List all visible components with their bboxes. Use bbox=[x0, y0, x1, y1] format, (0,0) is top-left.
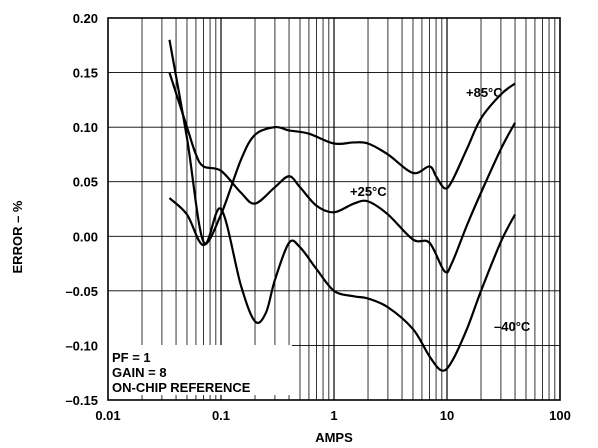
x-axis-title: AMPS bbox=[315, 430, 353, 445]
y-tick-label: –0.15 bbox=[65, 393, 98, 408]
annotation-gain: GAIN = 8 bbox=[112, 365, 167, 380]
x-tick-label: 0.01 bbox=[95, 408, 120, 423]
annotation-pf: PF = 1 bbox=[112, 350, 151, 365]
y-tick-label: 0.10 bbox=[73, 120, 98, 135]
y-tick-label: 0.00 bbox=[73, 229, 98, 244]
x-tick-label: 0.1 bbox=[212, 408, 230, 423]
x-tick-label: 1 bbox=[330, 408, 337, 423]
y-tick-label: –0.05 bbox=[65, 284, 98, 299]
y-tick-label: 0.20 bbox=[73, 11, 98, 26]
series-label-25c: +25°C bbox=[350, 184, 387, 199]
x-tick-label: 100 bbox=[549, 408, 571, 423]
y-tick-label: 0.15 bbox=[73, 66, 98, 81]
y-axis-title: ERROR – % bbox=[10, 200, 25, 273]
y-tick-label: –0.10 bbox=[65, 338, 98, 353]
y-tick-label: 0.05 bbox=[73, 175, 98, 190]
annotation-reference: ON-CHIP REFERENCE bbox=[112, 380, 251, 395]
series-label-minus40c: –40°C bbox=[494, 319, 531, 334]
x-tick-label: 10 bbox=[440, 408, 454, 423]
series-label-85c: +85°C bbox=[466, 85, 503, 100]
